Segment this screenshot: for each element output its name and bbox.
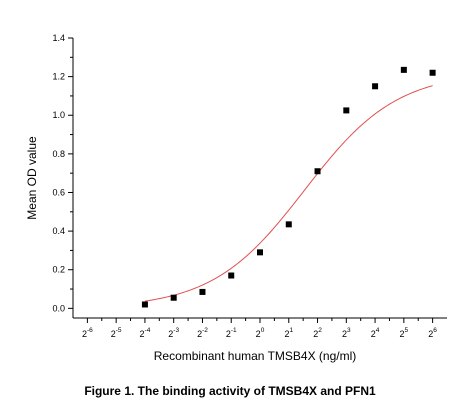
- x-tick-label: 2-1: [226, 327, 237, 339]
- x-tick-label: 25: [400, 327, 409, 339]
- x-tick-label: 2-6: [82, 327, 93, 339]
- x-tick-label: 2-4: [140, 327, 151, 339]
- y-tick-label: 0.4: [52, 226, 65, 236]
- fit-curve: [144, 85, 433, 302]
- data-point: [400, 66, 407, 73]
- y-tick-label: 1.4: [52, 33, 65, 43]
- x-tick-label: 24: [371, 327, 380, 339]
- figure-caption: Figure 1. The binding activity of TMSB4X…: [84, 384, 376, 398]
- x-tick-label: 22: [313, 327, 322, 339]
- x-tick-label: 21: [284, 327, 293, 339]
- x-tick-label: 2-3: [168, 327, 179, 339]
- data-point: [257, 249, 263, 256]
- data-point: [228, 272, 235, 279]
- y-tick-label: 0.8: [52, 149, 65, 159]
- y-tick-label: 1.0: [52, 110, 65, 120]
- y-tick-label: 0.2: [52, 265, 65, 275]
- x-tick-label: 2-2: [197, 327, 208, 339]
- data-point: [372, 83, 379, 90]
- fit-curve-layer: [144, 85, 433, 302]
- y-axis-label: Mean OD value: [25, 136, 39, 220]
- data-point: [170, 294, 177, 301]
- y-tick-label: 0.0: [52, 303, 65, 313]
- data-point: [141, 301, 148, 308]
- x-axis-label: Recombinant human TMSB4X (ng/ml): [154, 349, 357, 363]
- data-point: [429, 69, 436, 76]
- data-point: [343, 107, 350, 114]
- y-tick-label: 0.6: [52, 187, 65, 197]
- y-tick-label: 1.2: [52, 72, 65, 82]
- x-tick-label: 23: [342, 327, 351, 339]
- data-point: [285, 221, 292, 228]
- data-point: [314, 168, 321, 175]
- data-points-layer: [141, 66, 436, 308]
- x-tick-label: 20: [256, 327, 265, 339]
- x-tick-label: 26: [428, 327, 437, 339]
- x-tick-label: 2-5: [111, 327, 122, 339]
- axes-layer: 0.0 0.2 0.4 0.6 0.8 1.0 1.2 1.4 2-6 2-5 2-4 2-3 2-2 2…: [52, 33, 447, 339]
- chart: 0.0 0.2 0.4 0.6 0.8 1.0 1.2 1.4 2-6 2-5 2-4 2-3 2-2 2…: [25, 33, 447, 363]
- data-point: [199, 288, 206, 295]
